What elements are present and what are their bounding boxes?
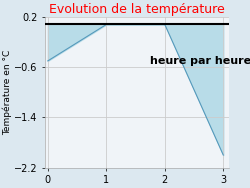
Title: Evolution de la température: Evolution de la température xyxy=(49,3,225,16)
Y-axis label: Température en °C: Température en °C xyxy=(3,50,12,135)
Text: heure par heure: heure par heure xyxy=(150,56,250,66)
